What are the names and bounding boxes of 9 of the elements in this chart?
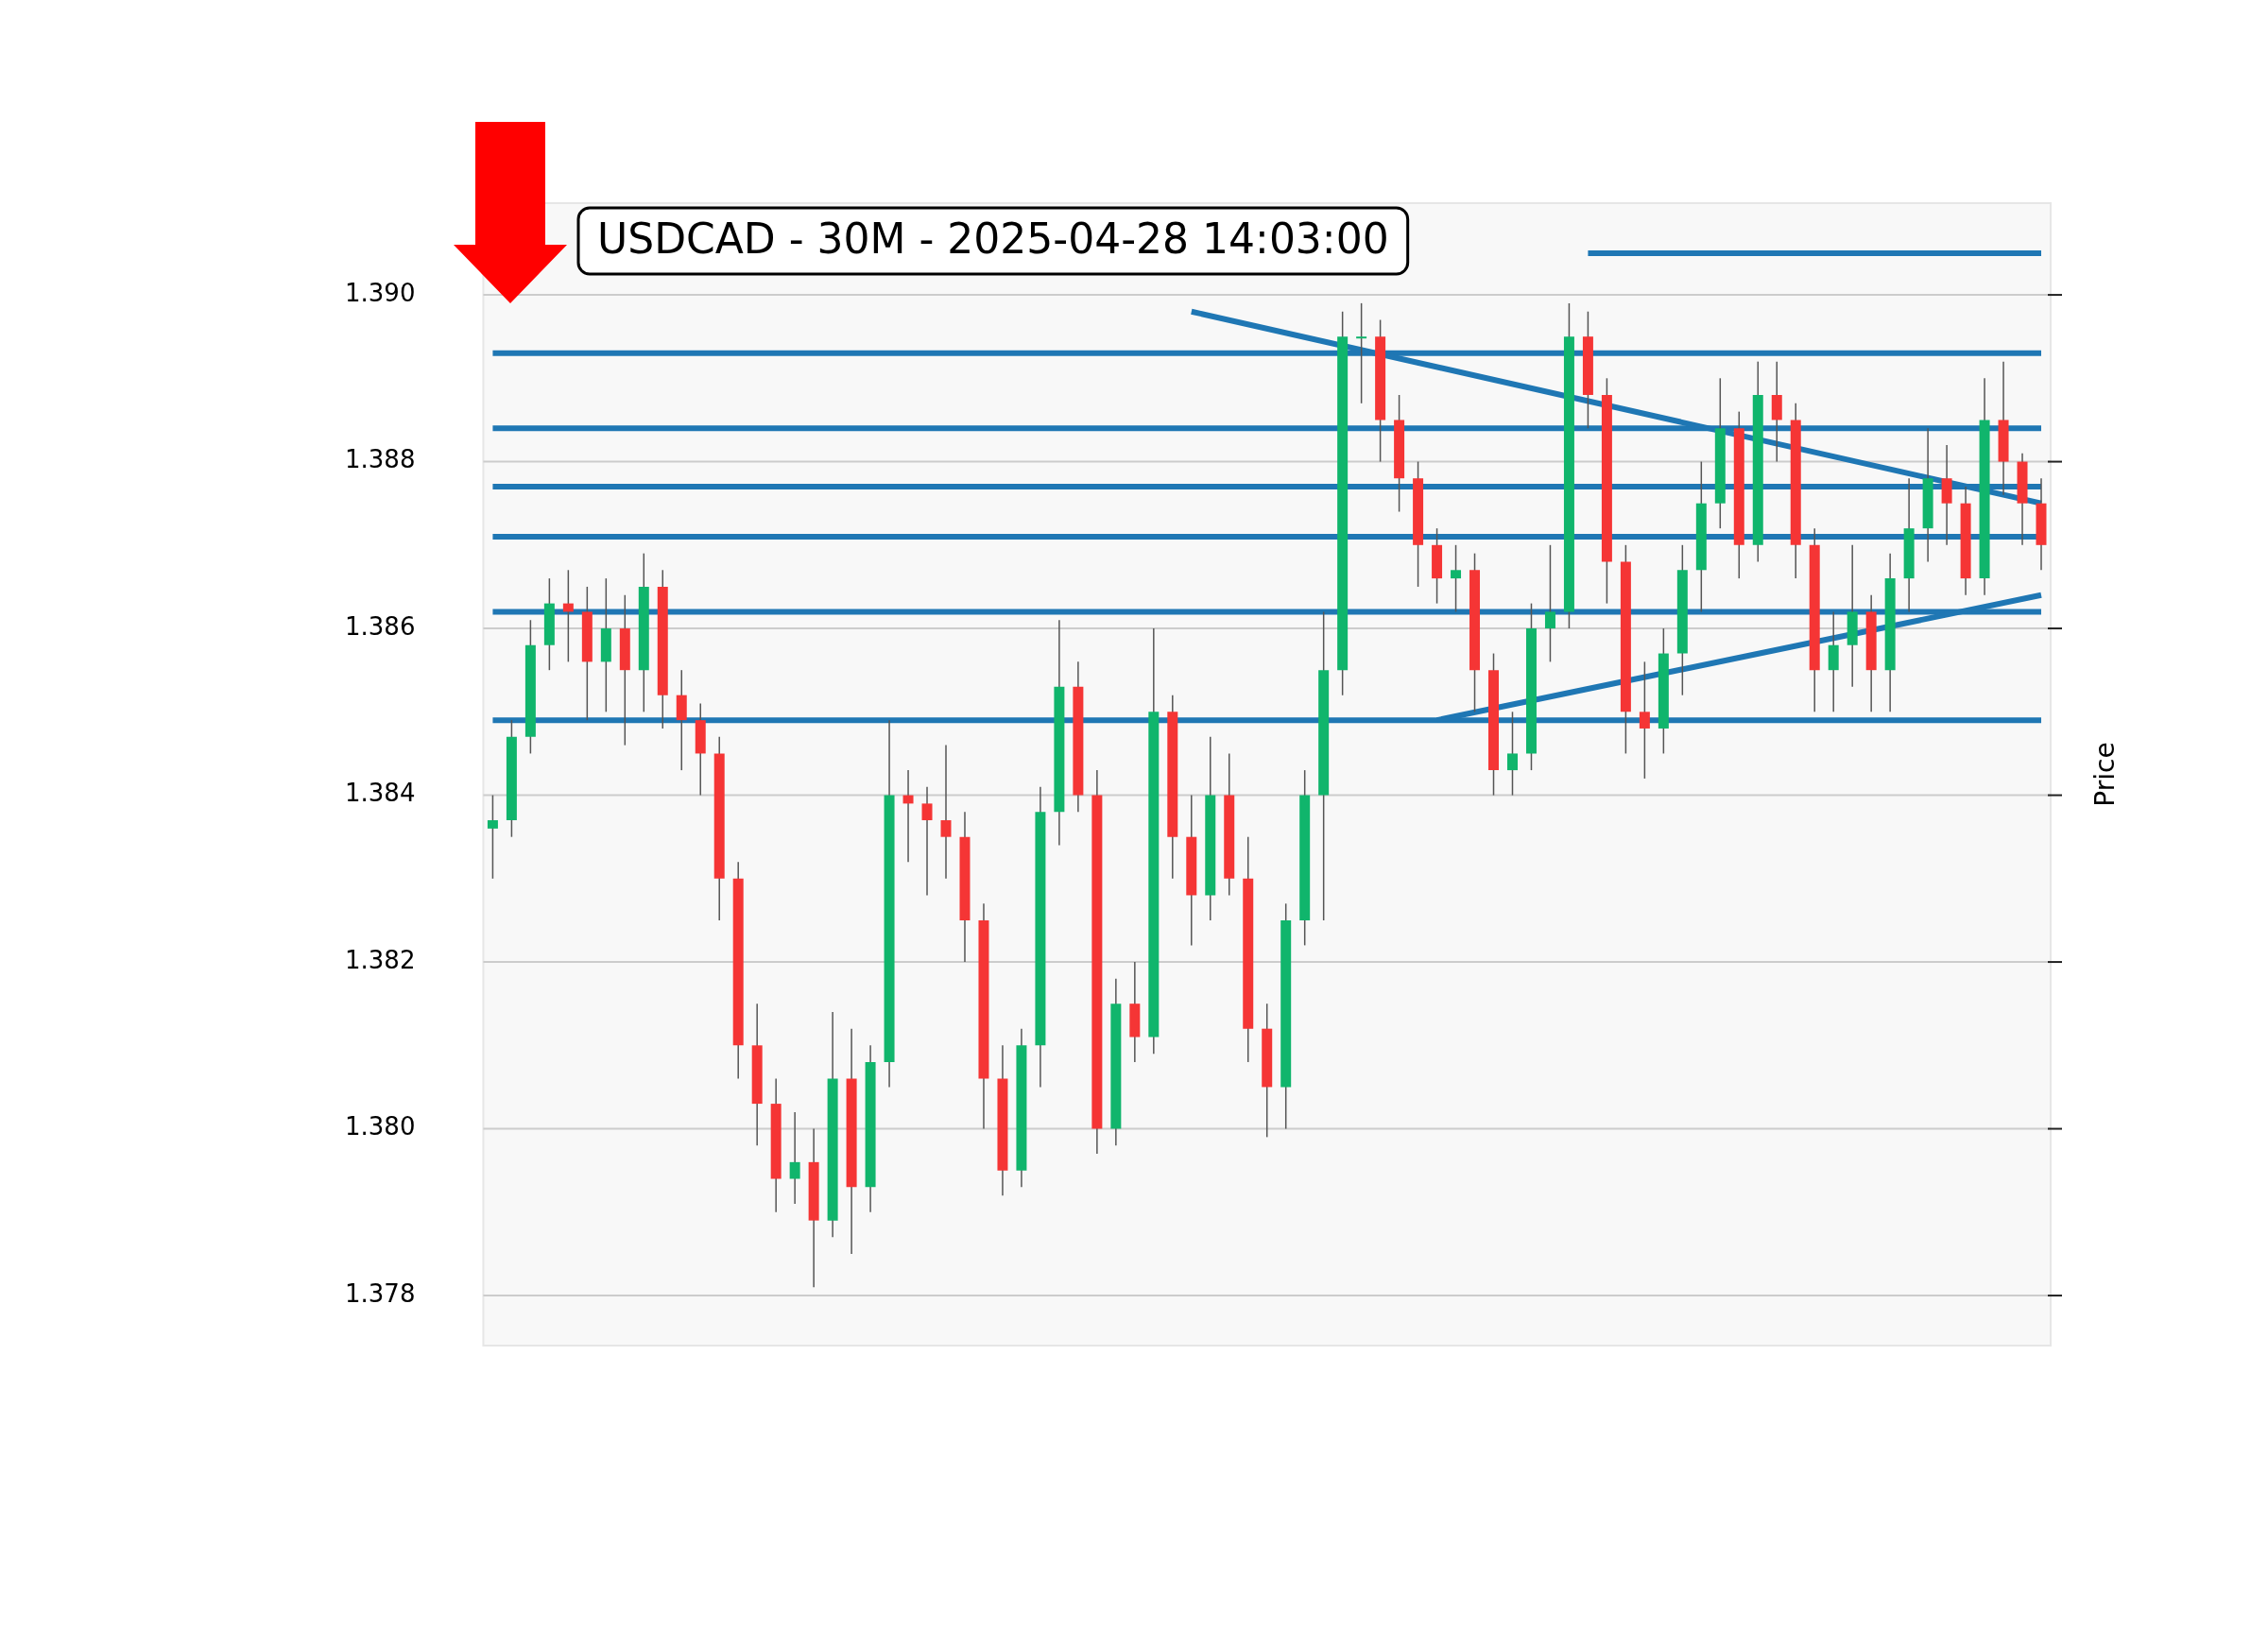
chart-title: USDCAD - 30M - 2025-04-28 14:03:00 bbox=[597, 214, 1389, 264]
y-tick-label: 1.388 bbox=[345, 445, 416, 474]
y-tick-label: 1.378 bbox=[345, 1278, 416, 1308]
y-axis-title: Price bbox=[2089, 742, 2122, 807]
y-tick-label: 1.382 bbox=[345, 945, 416, 974]
y-tick-label: 1.390 bbox=[345, 278, 416, 307]
y-tick-label: 1.384 bbox=[345, 779, 416, 808]
y-tick-label: 1.380 bbox=[345, 1112, 416, 1141]
y-tick-label: 1.386 bbox=[345, 611, 416, 641]
